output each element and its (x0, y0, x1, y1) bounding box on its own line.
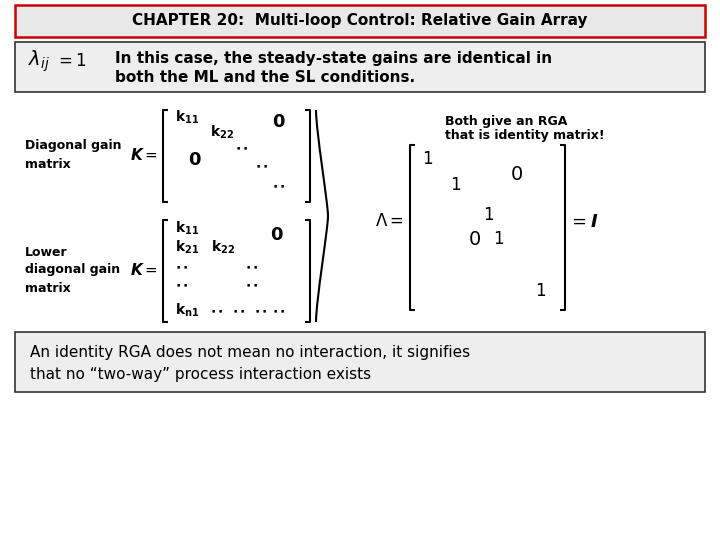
Text: that is identity matrix!: that is identity matrix! (445, 129, 605, 141)
Text: $1$: $1$ (483, 206, 494, 224)
Text: $\mathbf{0}$: $\mathbf{0}$ (272, 113, 286, 131)
Text: Both give an RGA: Both give an RGA (445, 116, 567, 129)
FancyBboxPatch shape (15, 42, 705, 92)
Text: In this case, the steady-state gains are identical in: In this case, the steady-state gains are… (115, 51, 552, 66)
Text: $\boldsymbol{\cdot\cdot}$: $\boldsymbol{\cdot\cdot}$ (272, 178, 286, 192)
Text: CHAPTER 20:  Multi-loop Control: Relative Gain Array: CHAPTER 20: Multi-loop Control: Relative… (132, 14, 588, 29)
Text: both the ML and the SL conditions.: both the ML and the SL conditions. (115, 71, 415, 85)
Text: that no “two-way” process interaction exists: that no “two-way” process interaction ex… (30, 367, 371, 381)
Text: $\boldsymbol{\cdot\cdot}$: $\boldsymbol{\cdot\cdot}$ (272, 303, 286, 317)
Text: $\mathbf{k_{11}}$: $\mathbf{k_{11}}$ (175, 109, 199, 126)
Text: $1$: $1$ (450, 177, 461, 193)
Text: Diagonal gain
matrix: Diagonal gain matrix (25, 139, 122, 171)
Text: $\lambda_{ij}$: $\lambda_{ij}$ (28, 48, 50, 74)
Text: $= 1$: $= 1$ (55, 52, 86, 70)
Text: $\Lambda =$: $\Lambda =$ (375, 213, 404, 231)
Text: $\mathbf{0}$: $\mathbf{0}$ (270, 226, 284, 244)
Text: $\boldsymbol{\cdot\cdot}$: $\boldsymbol{\cdot\cdot}$ (175, 259, 189, 273)
Text: An identity RGA does not mean no interaction, it signifies: An identity RGA does not mean no interac… (30, 345, 470, 360)
Text: $\mathbf{k_{22}}$: $\mathbf{k_{22}}$ (211, 238, 235, 256)
Text: $= \boldsymbol{I}$: $= \boldsymbol{I}$ (568, 213, 598, 231)
Text: $\mathbf{0}$: $\mathbf{0}$ (188, 151, 202, 169)
Text: Lower
diagonal gain
matrix: Lower diagonal gain matrix (25, 246, 120, 294)
Text: $\boldsymbol{\cdot\cdot}$: $\boldsymbol{\cdot\cdot}$ (245, 277, 259, 291)
Text: $\boldsymbol{K} =$: $\boldsymbol{K} =$ (130, 147, 158, 163)
Text: $1$: $1$ (493, 232, 504, 248)
Text: $\boldsymbol{\cdot\cdot}$: $\boldsymbol{\cdot\cdot}$ (245, 259, 259, 273)
Text: $\boldsymbol{\cdot\cdot}$: $\boldsymbol{\cdot\cdot}$ (235, 140, 249, 154)
Text: $\boldsymbol{\cdot\cdot}$: $\boldsymbol{\cdot\cdot}$ (175, 277, 189, 291)
Text: $\boldsymbol{\cdot\cdot}$: $\boldsymbol{\cdot\cdot}$ (232, 303, 246, 317)
Text: $\mathbf{k_{21}}$: $\mathbf{k_{21}}$ (175, 238, 199, 256)
Text: $0$: $0$ (468, 231, 481, 249)
Text: $\boldsymbol{\cdot\cdot}$: $\boldsymbol{\cdot\cdot}$ (255, 158, 269, 172)
Text: $\mathbf{k_{11}}$: $\mathbf{k_{11}}$ (175, 219, 199, 237)
Text: $\boldsymbol{K} =$: $\boldsymbol{K} =$ (130, 262, 158, 278)
Text: $0$: $0$ (510, 166, 523, 184)
FancyBboxPatch shape (15, 5, 705, 37)
Text: $\mathbf{k_{22}}$: $\mathbf{k_{22}}$ (210, 123, 234, 141)
Text: $\boldsymbol{\cdot\cdot}$: $\boldsymbol{\cdot\cdot}$ (210, 303, 224, 317)
Text: $1$: $1$ (535, 284, 546, 300)
Text: $\boldsymbol{\cdot\cdot}$: $\boldsymbol{\cdot\cdot}$ (254, 303, 268, 317)
Text: $1$: $1$ (422, 152, 433, 168)
FancyBboxPatch shape (15, 332, 705, 392)
Text: $\mathbf{k_{n1}}$: $\mathbf{k_{n1}}$ (175, 301, 199, 319)
